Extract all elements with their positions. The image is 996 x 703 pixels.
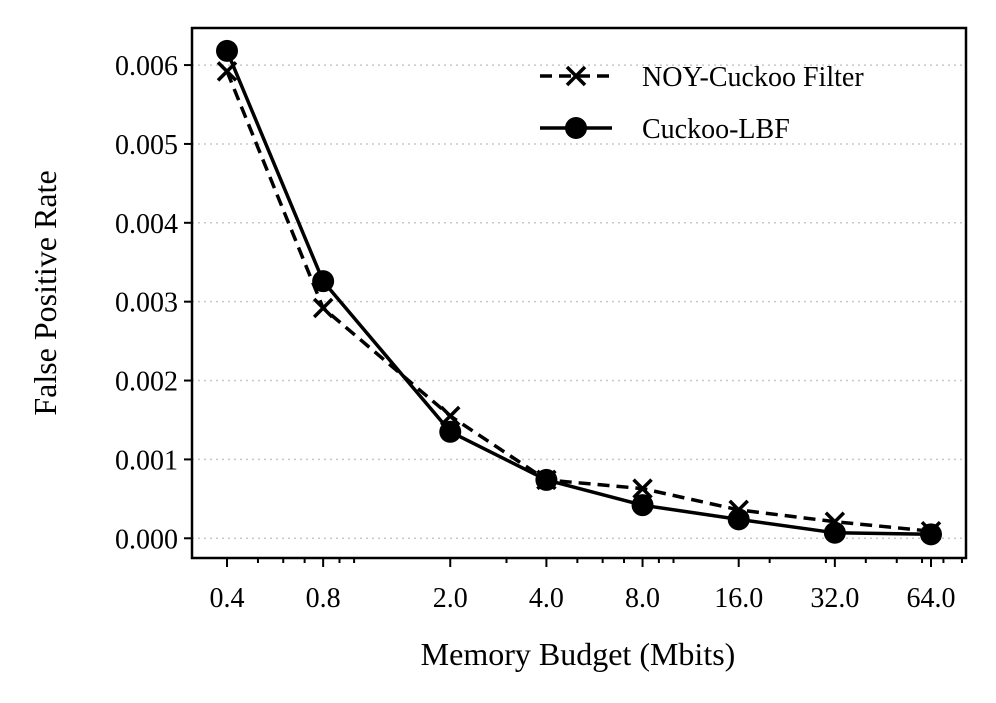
point-cuckoo-lbf [727,508,750,531]
point-cuckoo-lbf [312,270,335,293]
legend-label: NOY-Cuckoo Filter [642,62,864,93]
y-axis: 0.000 0.001 0.002 0.003 0.004 0.005 0.006 [115,51,192,555]
series-line-cuckoo-lbf [225,50,932,537]
point-noy-cuckoo-filter [312,297,334,319]
point-noy-cuckoo-filter [632,478,653,499]
legend-marker [565,117,587,139]
point-cuckoo-lbf [920,523,942,546]
x-tick-label: 8.0 [625,583,660,614]
x-tick-label: 16.0 [714,583,763,614]
point-cuckoo-lbf [216,39,238,62]
series-line-noy-cuckoo-filter [225,70,932,533]
x-axis: 0.4 0.8 2.0 4.0 8.0 16.0 32.0 64.0 [210,558,963,614]
legend-entry-cuckoo-lbf: Cuckoo-LBF [540,114,790,145]
x-tick-label: 4.0 [529,583,564,614]
point-cuckoo-lbf [439,420,462,443]
legend-entry-noy-cuckoo-filter: NOY-Cuckoo Filter [540,62,864,93]
plot-frame [190,26,968,560]
legend: NOY-Cuckoo Filter Cuckoo-LBF [540,62,864,145]
x-tick-label: 32.0 [810,583,859,614]
x-tick-label: 64.0 [907,583,956,614]
y-tick-label: 0.006 [115,51,178,82]
point-cuckoo-lbf [631,494,654,517]
y-tick-label: 0.003 [115,288,178,319]
y-tick-label: 0.000 [115,524,178,555]
series-cuckoo-lbf [216,39,942,546]
series-layer [216,39,942,546]
y-tick-label: 0.005 [115,130,178,161]
legend-label: Cuckoo-LBF [642,114,790,145]
x-axis-title: Memory Budget (Mbits) [421,636,736,672]
y-tick-label: 0.004 [115,209,178,240]
x-tick-label: 0.4 [210,583,245,614]
x-tick-label: 2.0 [433,583,468,614]
point-cuckoo-lbf [823,521,846,544]
legend-marker [565,65,587,87]
point-cuckoo-lbf [535,468,558,491]
x-tick-label: 0.8 [306,583,341,614]
y-axis-title: False Positive Rate [27,170,63,415]
y-tick-label: 0.001 [115,445,178,476]
y-tick-label: 0.002 [115,367,178,398]
